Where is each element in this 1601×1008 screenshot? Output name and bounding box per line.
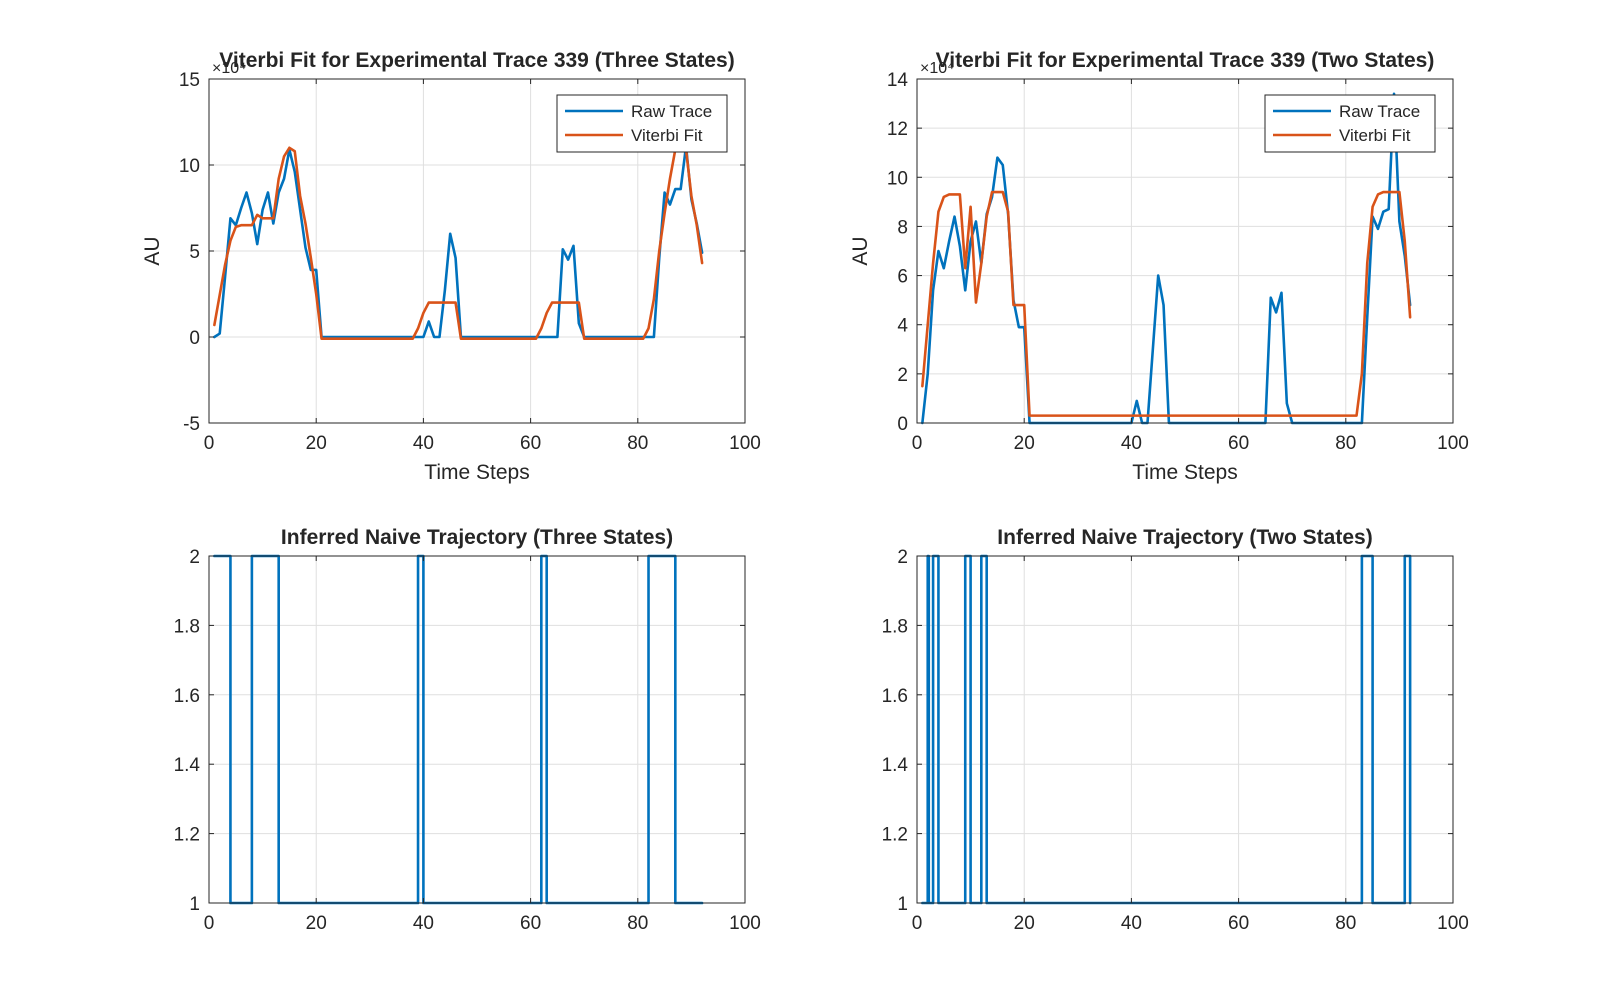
chart-panel-4: 0 20 40 60 80 100 1 1.2 1.4 1.6 1.8 2 Inferred Naive… — [882, 526, 1469, 934]
legend: Raw Trace Viterbi Fit — [1264, 94, 1436, 153]
legend-label: Viterbi Fit — [1339, 126, 1411, 145]
x-tick-label: 100 — [729, 913, 761, 934]
chart-title: Inferred Naive Trajectory (Three States) — [281, 526, 673, 549]
y-exponent-label: ×10⁴ — [920, 60, 954, 77]
y-tick-label: 6 — [897, 267, 908, 288]
chart-title: Viterbi Fit for Experimental Trace 339 (… — [219, 49, 734, 72]
y-tick-label: 2 — [897, 547, 908, 568]
series-line-raw-trace — [213, 144, 704, 339]
x-tick-label: 20 — [306, 433, 327, 454]
y-tick-label: 1.4 — [174, 755, 201, 776]
y-exponent-label: ×10⁴ — [212, 60, 246, 77]
y-tick-label: 10 — [179, 156, 200, 177]
y-tick-label: 14 — [887, 70, 909, 91]
axes-box — [916, 555, 1454, 904]
plot-area — [917, 556, 1453, 903]
x-tick-label: 100 — [1437, 913, 1469, 934]
y-tick-label: 10 — [887, 168, 908, 189]
y-axis-label: AU — [849, 236, 872, 265]
y-tick-label: 4 — [897, 316, 908, 337]
plot-area — [209, 556, 745, 903]
y-tick-label: 1.8 — [882, 616, 908, 637]
legend-box — [1264, 94, 1436, 153]
legend-box — [556, 94, 728, 153]
y-axis-label: AU — [141, 236, 164, 265]
y-tick-label: 0 — [897, 414, 908, 435]
legend-label: Raw Trace — [631, 102, 712, 121]
x-tick-label: 60 — [520, 913, 541, 934]
axes-box — [208, 555, 746, 904]
x-tick-label: 40 — [1121, 913, 1142, 934]
x-tick-label: 0 — [912, 913, 923, 934]
x-tick-label: 40 — [413, 913, 434, 934]
y-tick-label: 5 — [189, 242, 200, 263]
chart-panel-3: 0 20 40 60 80 100 1 1.2 1.4 1.6 1.8 2 Inferred Naive… — [174, 526, 761, 934]
y-tick-label: -5 — [183, 414, 200, 435]
legend-label: Viterbi Fit — [631, 126, 703, 145]
y-tick-label: 2 — [189, 547, 200, 568]
chart-title: Inferred Naive Trajectory (Two States) — [997, 526, 1372, 549]
x-tick-label: 0 — [912, 433, 923, 454]
axes-box — [916, 78, 1454, 424]
x-tick-label: 80 — [627, 913, 648, 934]
chart-title: Viterbi Fit for Experimental Trace 339 (… — [936, 49, 1435, 72]
x-tick-label: 20 — [1014, 913, 1035, 934]
y-tick-label: 1.6 — [882, 686, 908, 707]
x-tick-label: 20 — [1014, 433, 1035, 454]
y-tick-label: 1 — [897, 894, 908, 915]
series-line-viterbi-fit — [921, 190, 1412, 417]
x-tick-label: 0 — [204, 913, 215, 934]
x-tick-label: 0 — [204, 433, 215, 454]
x-axis-label: Time Steps — [1132, 461, 1237, 484]
series-line-1 — [213, 554, 704, 905]
x-tick-label: 80 — [1335, 913, 1356, 934]
y-tick-label: 0 — [189, 328, 200, 349]
y-tick-label: 1.8 — [174, 616, 200, 637]
y-tick-label: 1 — [189, 894, 200, 915]
y-tick-label: 1.2 — [882, 825, 908, 846]
y-tick-label: 1.2 — [174, 825, 200, 846]
x-tick-label: 60 — [520, 433, 541, 454]
x-tick-label: 40 — [1121, 433, 1142, 454]
x-tick-label: 100 — [729, 433, 761, 454]
legend-label: Raw Trace — [1339, 102, 1420, 121]
y-tick-label: 15 — [179, 70, 200, 91]
legend: Raw Trace Viterbi Fit — [556, 94, 728, 153]
y-tick-label: 12 — [887, 119, 908, 140]
x-tick-label: 80 — [627, 433, 648, 454]
x-tick-label: 100 — [1437, 433, 1469, 454]
x-tick-label: 80 — [1335, 433, 1356, 454]
x-tick-label: 20 — [306, 913, 327, 934]
y-tick-label: 2 — [897, 365, 908, 386]
y-tick-label: 1.4 — [882, 755, 909, 776]
series-line-viterbi-fit — [213, 146, 704, 341]
x-tick-label: 40 — [413, 433, 434, 454]
y-tick-label: 1.6 — [174, 686, 200, 707]
x-tick-label: 60 — [1228, 913, 1249, 934]
x-tick-label: 60 — [1228, 433, 1249, 454]
y-tick-label: 8 — [897, 217, 908, 238]
x-axis-label: Time Steps — [424, 461, 529, 484]
